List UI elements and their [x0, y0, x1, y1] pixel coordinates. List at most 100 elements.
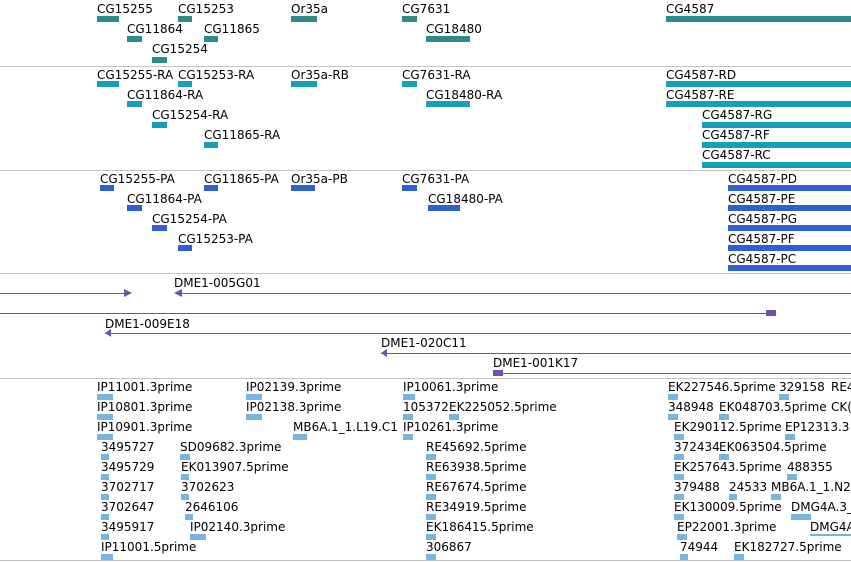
est-feature[interactable]	[426, 514, 436, 520]
est-label[interactable]: IP02138.3prime	[246, 400, 342, 414]
est-feature[interactable]	[181, 494, 189, 500]
gene-label[interactable]: Or35a	[291, 2, 329, 16]
protein-feature[interactable]	[291, 185, 315, 191]
est-feature[interactable]	[785, 434, 795, 440]
est-feature[interactable]	[771, 494, 781, 500]
est-label[interactable]: 105372	[403, 400, 449, 414]
gene-feature[interactable]	[152, 57, 167, 63]
est-feature[interactable]	[779, 394, 789, 400]
gene-label[interactable]: CG7631	[402, 2, 451, 16]
est-feature[interactable]	[185, 514, 193, 520]
clone-label[interactable]: DME1-005G01	[174, 276, 261, 290]
clone-label[interactable]: DME1-009E18	[105, 317, 190, 331]
transcript-feature[interactable]	[702, 142, 851, 148]
est-label[interactable]: 306867	[426, 540, 472, 554]
protein-feature[interactable]	[728, 245, 851, 251]
transcript-label[interactable]: CG15253-RA	[178, 68, 255, 82]
est-label[interactable]: EK227546.5prime	[668, 380, 776, 394]
est-label[interactable]: 3702623	[181, 480, 235, 494]
clone-line[interactable]	[105, 333, 851, 334]
transcript-feature[interactable]	[291, 81, 317, 87]
gene-feature[interactable]	[666, 16, 851, 22]
est-feature[interactable]	[97, 434, 113, 440]
est-feature[interactable]	[729, 494, 737, 500]
est-label[interactable]: CK(	[831, 400, 851, 414]
transcript-feature[interactable]	[178, 81, 192, 87]
est-label[interactable]: EP12313.3	[785, 420, 850, 434]
est-feature[interactable]	[403, 414, 413, 420]
gene-label[interactable]: CG11864	[127, 22, 183, 36]
transcript-label[interactable]: CG7631-RA	[402, 68, 471, 82]
transcript-label[interactable]: Or35a-RB	[291, 68, 349, 82]
protein-label[interactable]: CG4587-PC	[728, 252, 797, 266]
est-label[interactable]: RE63938.5prime	[426, 460, 527, 474]
transcript-label[interactable]: CG4587-RC	[702, 148, 771, 162]
protein-label[interactable]: CG11864-PA	[127, 192, 202, 206]
est-feature[interactable]	[734, 554, 744, 560]
est-feature[interactable]	[246, 394, 262, 400]
est-label[interactable]: 329158	[779, 380, 825, 394]
est-label[interactable]: 3702647	[101, 500, 155, 514]
est-feature[interactable]	[101, 454, 109, 460]
transcript-label[interactable]: CG4587-RD	[666, 68, 737, 82]
clone-line[interactable]	[381, 353, 851, 354]
est-label[interactable]: EP22001.3prime	[677, 520, 777, 534]
protein-feature[interactable]	[428, 205, 460, 211]
clone-line[interactable]	[178, 293, 851, 294]
transcript-label[interactable]: CG4587-RG	[702, 108, 773, 122]
est-feature[interactable]	[181, 474, 189, 480]
est-label[interactable]: 3495727	[101, 440, 155, 454]
protein-label[interactable]: Or35a-PB	[291, 172, 348, 186]
est-label[interactable]: 24533	[729, 480, 768, 494]
protein-feature[interactable]	[728, 205, 851, 211]
est-label[interactable]: IP10061.3prime	[403, 380, 499, 394]
est-label[interactable]: RE34919.5prime	[426, 500, 527, 514]
est-feature[interactable]	[293, 434, 307, 440]
est-label[interactable]: 3495917	[101, 520, 155, 534]
protein-label[interactable]: CG4587-PD	[728, 172, 798, 186]
gene-feature[interactable]	[178, 16, 192, 22]
transcript-feature[interactable]	[204, 142, 218, 148]
clone-line[interactable]	[0, 293, 130, 294]
est-feature[interactable]	[246, 414, 262, 420]
est-label[interactable]: 372434	[674, 440, 720, 454]
est-feature[interactable]	[101, 514, 109, 520]
est-feature[interactable]	[97, 394, 113, 400]
est-feature[interactable]	[426, 454, 436, 460]
est-label[interactable]: RE4	[831, 380, 851, 394]
est-label[interactable]: SD09682.3prime	[180, 440, 282, 454]
est-label[interactable]: EK290112.5prime	[674, 420, 782, 434]
est-feature[interactable]	[719, 414, 729, 420]
protein-label[interactable]: CG15255-PA	[100, 172, 175, 186]
est-feature[interactable]	[787, 474, 797, 480]
protein-label[interactable]: CG4587-PG	[728, 212, 798, 226]
gene-label[interactable]: CG4587	[666, 2, 715, 16]
est-label[interactable]: DMG4A.3_	[791, 500, 851, 514]
gene-label[interactable]: CG15253	[178, 2, 234, 16]
transcript-feature[interactable]	[702, 162, 851, 168]
est-label[interactable]: 488355	[787, 460, 833, 474]
protein-feature[interactable]	[728, 185, 851, 191]
transcript-feature[interactable]	[666, 81, 851, 87]
protein-feature[interactable]	[402, 185, 417, 191]
est-label[interactable]: EK182727.5prime	[734, 540, 842, 554]
est-feature[interactable]	[674, 514, 684, 520]
protein-feature[interactable]	[127, 205, 142, 211]
est-label[interactable]: IP02139.3prime	[246, 380, 342, 394]
protein-label[interactable]: CG7631-PA	[402, 172, 470, 186]
protein-label[interactable]: CG4587-PF	[728, 232, 795, 246]
transcript-label[interactable]: CG11865-RA	[204, 128, 281, 142]
protein-feature[interactable]	[728, 265, 851, 271]
transcript-label[interactable]: CG4587-RF	[702, 128, 770, 142]
transcript-feature[interactable]	[97, 81, 119, 87]
est-feature[interactable]	[426, 494, 436, 500]
est-label[interactable]: 348948	[668, 400, 714, 414]
est-feature[interactable]	[403, 434, 413, 440]
protein-feature[interactable]	[728, 225, 851, 231]
transcript-feature[interactable]	[127, 101, 142, 107]
est-label[interactable]: MB6A.1_1.N2	[771, 480, 851, 494]
gene-label[interactable]: CG11865	[204, 22, 260, 36]
est-feature[interactable]	[426, 554, 436, 560]
est-feature[interactable]	[180, 454, 190, 460]
est-feature[interactable]	[674, 474, 684, 480]
